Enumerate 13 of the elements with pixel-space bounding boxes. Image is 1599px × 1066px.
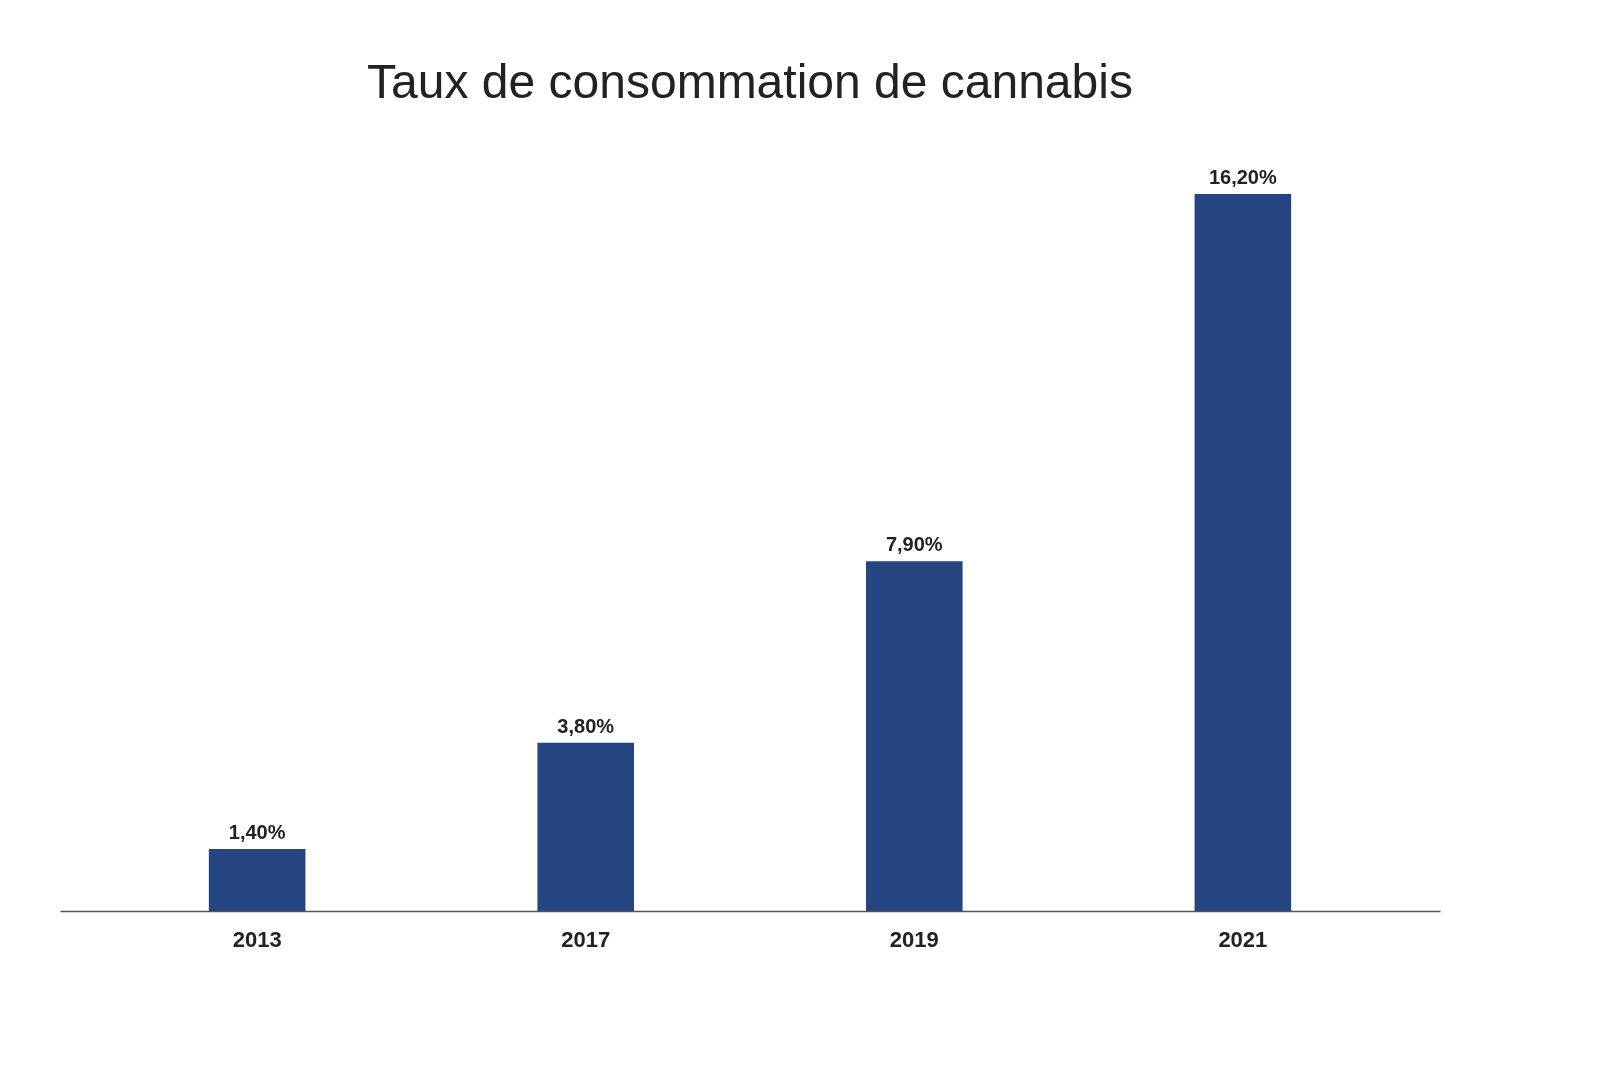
x-tick-label: 2017 — [561, 926, 611, 952]
bar — [1194, 194, 1292, 911]
chart-title: Taux de consommation de cannabis — [367, 55, 1133, 108]
data-label: 16,20% — [1208, 166, 1277, 188]
bar — [537, 742, 635, 911]
data-label: 3,80% — [557, 714, 615, 737]
x-tick-label: 2021 — [1218, 926, 1268, 952]
x-tick-label: 2013 — [232, 926, 282, 952]
data-label: 7,90% — [885, 533, 943, 556]
x-tick-label: 2019 — [889, 926, 939, 952]
data-label: 1,40% — [228, 821, 286, 844]
bar — [865, 561, 963, 911]
bar — [208, 849, 306, 911]
